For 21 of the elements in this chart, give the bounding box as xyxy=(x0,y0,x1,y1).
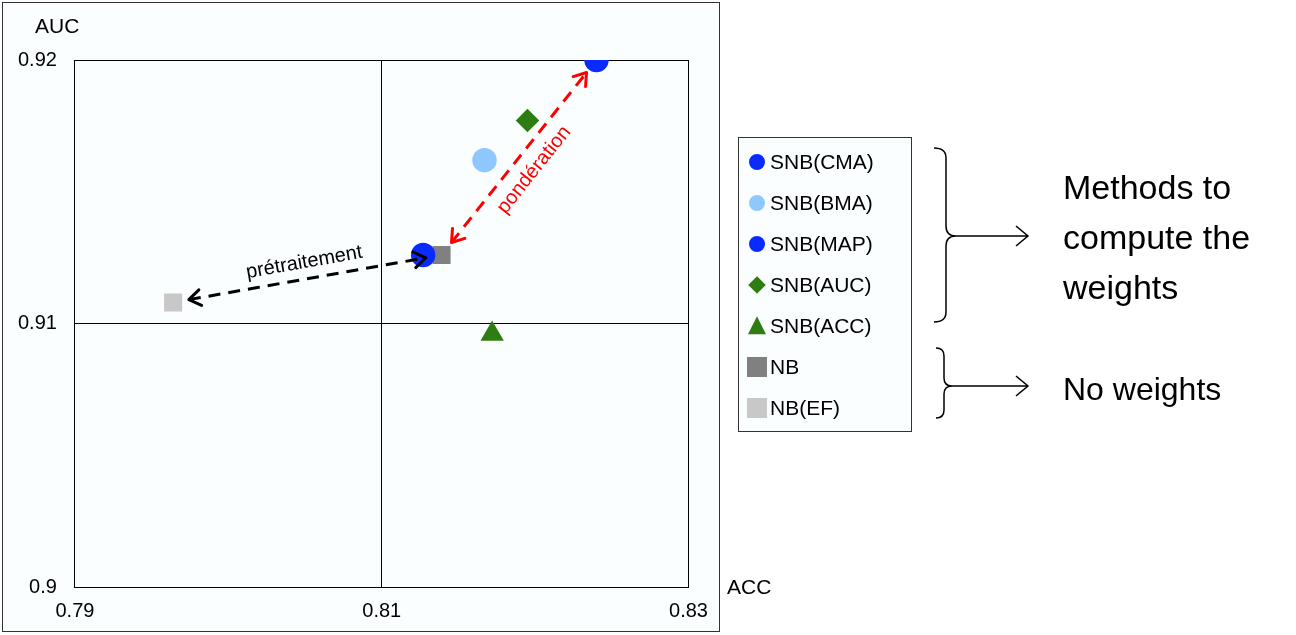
x-tick-label: 0.81 xyxy=(362,598,402,621)
x-tick-label: 0.79 xyxy=(55,598,95,621)
legend-label: SNB(BMA) xyxy=(770,190,873,215)
y-tick-label: 0.91 xyxy=(17,311,57,334)
legend-label: SNB(ACC) xyxy=(770,313,872,338)
y-tick-label: 0.9 xyxy=(29,574,57,597)
y-axis-title: AUC xyxy=(35,14,80,38)
point xyxy=(481,321,503,341)
point xyxy=(432,245,451,265)
legend-label: SNB(MAP) xyxy=(770,231,873,256)
x-tick-label: 0.83 xyxy=(669,598,709,621)
x-axis-title: ACC xyxy=(727,575,772,599)
text: Methods to compute the weights xyxy=(1063,167,1252,308)
legend-label: SNB(AUC) xyxy=(770,272,872,297)
point xyxy=(472,147,497,173)
text: No weights xyxy=(1063,370,1222,409)
y-tick-label: 0.92 xyxy=(17,47,57,70)
legend-label: NB xyxy=(770,354,800,379)
point xyxy=(164,293,183,312)
legend-label: NB(EF) xyxy=(770,395,840,420)
legend-label: SNB(CMA) xyxy=(770,149,874,174)
